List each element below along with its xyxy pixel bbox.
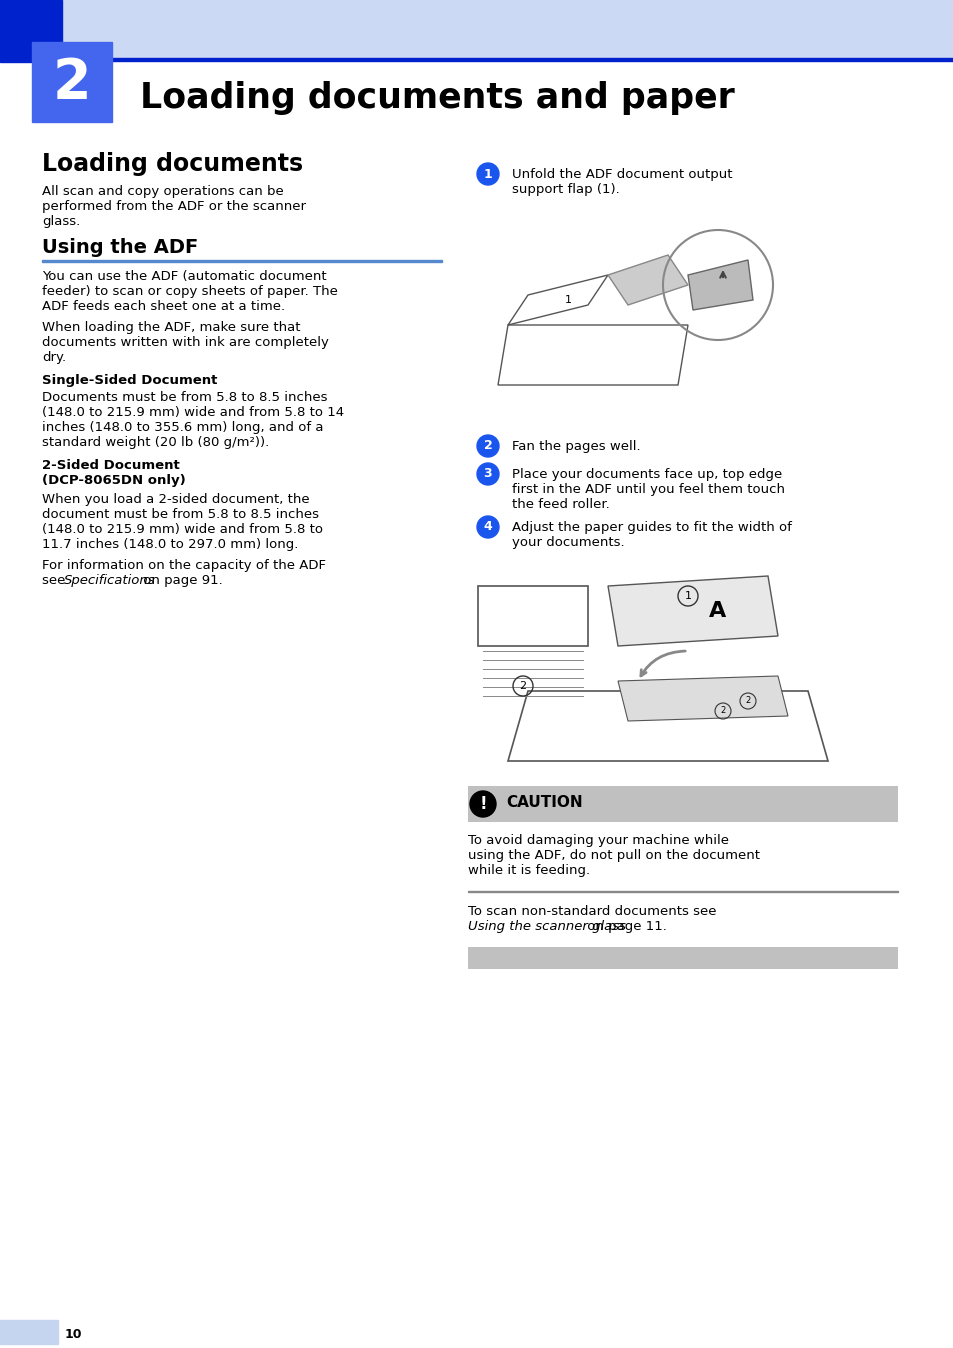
Polygon shape — [607, 255, 687, 305]
Text: 1: 1 — [684, 590, 691, 601]
Bar — [0, 58, 953, 61]
Text: When you load a 2-sided document, the: When you load a 2-sided document, the — [42, 493, 310, 506]
Circle shape — [476, 462, 498, 485]
Text: Unfold the ADF document output: Unfold the ADF document output — [512, 168, 732, 181]
Circle shape — [476, 435, 498, 457]
Bar — [0, 1320, 58, 1344]
Text: Using the ADF: Using the ADF — [42, 239, 198, 257]
FancyBboxPatch shape — [468, 948, 897, 969]
Text: (148.0 to 215.9 mm) wide and from 5.8 to: (148.0 to 215.9 mm) wide and from 5.8 to — [42, 523, 323, 537]
Text: (DCP-8065DN only): (DCP-8065DN only) — [42, 474, 186, 487]
Text: When loading the ADF, make sure that: When loading the ADF, make sure that — [42, 321, 300, 334]
Text: standard weight (20 lb (80 g/m²)).: standard weight (20 lb (80 g/m²)). — [42, 435, 269, 449]
Text: (148.0 to 215.9 mm) wide and from 5.8 to 14: (148.0 to 215.9 mm) wide and from 5.8 to… — [42, 406, 344, 419]
Text: 2: 2 — [518, 681, 526, 692]
Text: For information on the capacity of the ADF: For information on the capacity of the A… — [42, 559, 326, 572]
Text: 1: 1 — [564, 295, 571, 305]
Bar — [477, 205, 857, 425]
Text: Using the scanner glass: Using the scanner glass — [468, 919, 625, 933]
Bar — [42, 260, 441, 262]
Bar — [32, 42, 112, 123]
Text: To avoid damaging your machine while: To avoid damaging your machine while — [468, 834, 728, 847]
Text: performed from the ADF or the scanner: performed from the ADF or the scanner — [42, 200, 306, 213]
Text: Loading documents and paper: Loading documents and paper — [140, 81, 734, 115]
Text: on page 11.: on page 11. — [582, 919, 666, 933]
Bar — [0, 0, 953, 58]
Text: first in the ADF until you feel them touch: first in the ADF until you feel them tou… — [512, 483, 784, 496]
Text: All scan and copy operations can be: All scan and copy operations can be — [42, 185, 283, 198]
Text: ADF feeds each sheet one at a time.: ADF feeds each sheet one at a time. — [42, 301, 285, 313]
Text: Fan the pages well.: Fan the pages well. — [512, 439, 640, 453]
Bar — [0, 0, 62, 62]
Text: 11.7 inches (148.0 to 297.0 mm) long.: 11.7 inches (148.0 to 297.0 mm) long. — [42, 538, 298, 551]
Text: A: A — [709, 601, 726, 621]
Text: Place your documents face up, top edge: Place your documents face up, top edge — [512, 468, 781, 481]
Text: 4: 4 — [483, 520, 492, 534]
Circle shape — [476, 516, 498, 538]
Text: Documents must be from 5.8 to 8.5 inches: Documents must be from 5.8 to 8.5 inches — [42, 391, 327, 404]
Text: on page 91.: on page 91. — [139, 574, 222, 586]
Text: 2: 2 — [744, 697, 750, 705]
Text: your documents.: your documents. — [512, 537, 624, 549]
Text: 2-Sided Document: 2-Sided Document — [42, 460, 179, 472]
Text: Single-Sided Document: Single-Sided Document — [42, 373, 217, 387]
Text: the feed roller.: the feed roller. — [512, 497, 609, 511]
Text: documents written with ink are completely: documents written with ink are completel… — [42, 336, 329, 349]
Text: CAUTION: CAUTION — [505, 795, 582, 810]
Text: 2: 2 — [483, 439, 492, 453]
Text: glass.: glass. — [42, 214, 80, 228]
Text: Specifications: Specifications — [64, 574, 155, 586]
Text: !: ! — [478, 795, 486, 813]
Text: support flap (1).: support flap (1). — [512, 183, 619, 195]
Text: using the ADF, do not pull on the document: using the ADF, do not pull on the docume… — [468, 849, 760, 861]
Text: while it is feeding.: while it is feeding. — [468, 864, 590, 878]
Circle shape — [470, 791, 496, 817]
Text: see: see — [42, 574, 70, 586]
Polygon shape — [618, 675, 787, 721]
Polygon shape — [607, 576, 778, 646]
Text: document must be from 5.8 to 8.5 inches: document must be from 5.8 to 8.5 inches — [42, 508, 318, 520]
Text: 2: 2 — [52, 57, 91, 111]
FancyBboxPatch shape — [468, 786, 897, 822]
Text: You can use the ADF (automatic document: You can use the ADF (automatic document — [42, 270, 326, 283]
Text: Loading documents: Loading documents — [42, 152, 303, 177]
Text: inches (148.0 to 355.6 mm) long, and of a: inches (148.0 to 355.6 mm) long, and of … — [42, 421, 323, 434]
Text: feeder) to scan or copy sheets of paper. The: feeder) to scan or copy sheets of paper.… — [42, 284, 337, 298]
Text: dry.: dry. — [42, 350, 66, 364]
Text: Adjust the paper guides to fit the width of: Adjust the paper guides to fit the width… — [512, 520, 791, 534]
Text: 10: 10 — [65, 1328, 82, 1340]
Bar — [477, 586, 587, 646]
Text: 3: 3 — [483, 468, 492, 480]
Text: 1: 1 — [483, 167, 492, 181]
Polygon shape — [507, 692, 827, 762]
Polygon shape — [687, 260, 752, 310]
Circle shape — [476, 163, 498, 185]
Text: 2: 2 — [720, 706, 725, 716]
Text: To scan non-standard documents see: To scan non-standard documents see — [468, 905, 716, 918]
